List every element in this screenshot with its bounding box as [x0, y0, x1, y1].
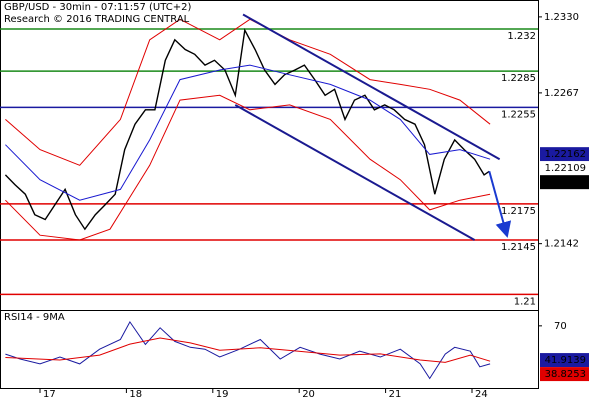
chart-title: GBP/USD - 30min - 07:11:57 (UTC+2): [4, 2, 191, 13]
channel-line: [242, 13, 501, 161]
price-marker-box: [540, 175, 589, 190]
price-marker-box: [540, 161, 589, 176]
level-label: 1.2175: [501, 206, 536, 217]
y-tick-label: 1.2330: [544, 12, 579, 23]
price-marker-label: 1.22109: [545, 163, 586, 174]
forecast-arrow: [488, 171, 512, 238]
plot-layer: 1.23301.22671.21421.2321.22851.22551.217…: [0, 12, 589, 400]
channel-line: [234, 104, 476, 241]
level-label: 1.232: [507, 31, 536, 42]
series-line: [5, 94, 491, 241]
price-marker-label: 38.8253: [545, 369, 586, 380]
level-label: 1.2285: [501, 73, 536, 84]
series-line: [5, 320, 491, 380]
price-marker-label: 1.22162: [545, 149, 586, 160]
series-line: [5, 64, 491, 201]
price-marker-label: 41.9139: [545, 355, 586, 366]
x-tick-label: 18: [129, 389, 142, 400]
level-label: 1.21: [514, 296, 536, 307]
x-tick-label: 21: [389, 389, 402, 400]
chart-subtitle: Research © 2016 TRADING CENTRAL: [4, 14, 190, 25]
x-tick-label: 17: [43, 389, 56, 400]
x-tick-label: 19: [216, 389, 229, 400]
level-label: 1.2145: [501, 242, 536, 253]
price-marker-box: [540, 353, 589, 368]
price-marker-box: [540, 147, 589, 162]
level-label: 1.2255: [501, 109, 536, 120]
rsi-title: RSI14 - 9MA: [4, 312, 65, 323]
y-tick-label: 70: [554, 321, 567, 332]
series-line: [4, 27, 490, 231]
y-tick-label: 1.2267: [544, 88, 579, 99]
plot-frame: [0, 0, 539, 389]
x-tick-label: 20: [302, 389, 315, 400]
price-marker-label: 1.22: [564, 177, 586, 188]
series-line: [5, 337, 491, 363]
price-marker-box: [540, 367, 589, 382]
x-tick-label: 24: [475, 389, 488, 400]
y-tick-label: 1.2142: [544, 239, 579, 250]
series-line: [5, 18, 491, 166]
